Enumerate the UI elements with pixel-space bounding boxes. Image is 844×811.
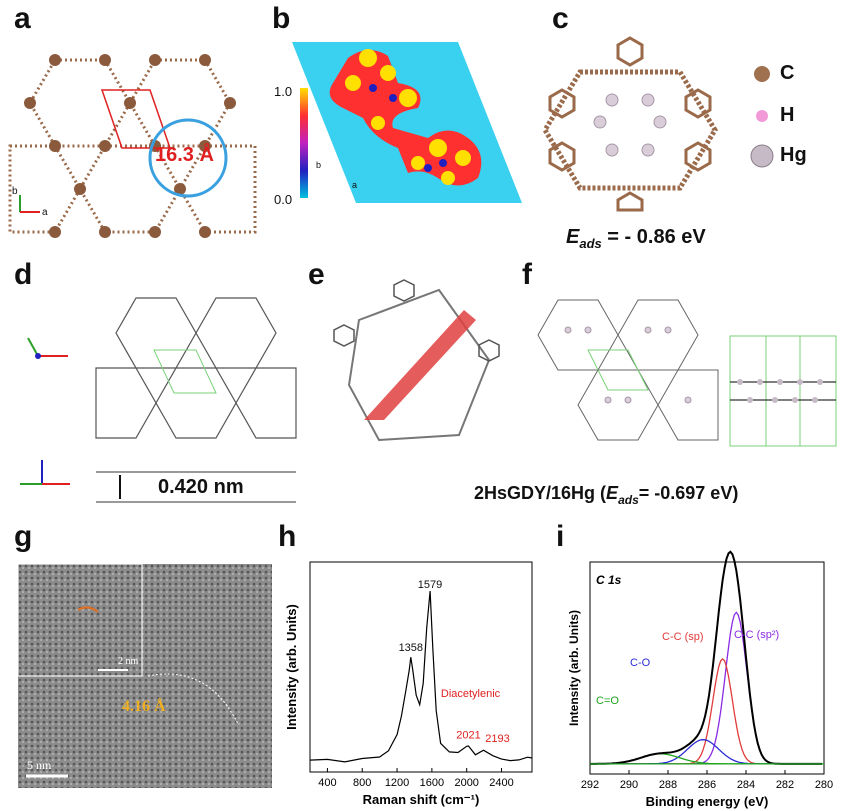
x-tick-label: 1600 <box>420 777 444 789</box>
x-tick-label: 286 <box>698 779 716 791</box>
legend-hg-label: Hg <box>780 144 807 166</box>
panel-label-g: g <box>14 520 33 553</box>
plot-frame <box>309 561 533 773</box>
envelope-curve <box>590 550 823 765</box>
legend-c-atom <box>754 66 770 82</box>
x-tick-label: 282 <box>776 779 794 791</box>
panel-d-structure <box>95 297 297 439</box>
pore-distance-label: 16.3 Å <box>155 144 214 166</box>
corner-benzene-rings <box>548 36 712 212</box>
unit-cell-outline <box>587 349 649 391</box>
pore-circle <box>148 118 228 198</box>
panel-label-a: a <box>14 2 31 35</box>
x-tick-label: 2000 <box>454 777 478 789</box>
lattice-spacing-label: 4.16 Å <box>122 698 166 715</box>
x-tick-label: 288 <box>659 779 677 791</box>
peak-label: 1579 <box>418 579 442 591</box>
panel-e-structure <box>333 279 500 442</box>
axis-label-a: a <box>42 207 48 218</box>
adsorption-energy-f: 2HsGDY/16Hg (Eads= -0.697 eV) <box>474 483 738 508</box>
caption-value: = -0.697 eV) <box>638 483 739 503</box>
panel-a-structure <box>8 54 257 238</box>
panel-label-h: h <box>278 520 297 553</box>
main-scale-label: 5 nm <box>27 758 52 772</box>
plot-frame <box>589 561 825 775</box>
arrow-pointer <box>364 310 476 420</box>
panel-label-d: d <box>14 258 33 291</box>
axis-label-b: b <box>12 186 18 197</box>
panel-label-e: e <box>308 258 325 291</box>
caption-prefix: 2HsGDY/16Hg ( <box>474 483 607 503</box>
energy-value: = - 0.86 eV <box>601 226 706 248</box>
layer-spacing-marker <box>96 471 296 503</box>
x-tick-label: 292 <box>581 779 599 791</box>
hexagonal-ring <box>542 69 718 191</box>
x-tick-label: 800 <box>353 777 371 789</box>
x-tick-label: 400 <box>318 777 336 789</box>
x-axis-label: Raman shift (cm⁻¹) <box>363 792 480 807</box>
panel-f-structure <box>537 299 719 441</box>
annotation-label: Diacetylenic <box>441 688 501 700</box>
chart-title: C 1s <box>596 573 622 587</box>
legend-h-label: H <box>780 104 795 126</box>
density-cell <box>292 42 522 203</box>
series-label: C-O <box>630 657 651 669</box>
x-tick-label: 280 <box>815 779 833 791</box>
unit-cell-outline <box>153 349 217 394</box>
x-tick-label: 290 <box>620 779 638 791</box>
peak-label: 1358 <box>399 642 423 654</box>
energy-symbol: E <box>566 226 580 248</box>
hg-atoms <box>593 93 667 157</box>
legend-h-atom <box>756 110 768 122</box>
x-tick-label: 1200 <box>385 777 409 789</box>
inset-scale-label: 2 nm <box>118 656 139 667</box>
legend-hg-atom <box>750 144 774 168</box>
x-tick-label: 2400 <box>489 777 513 789</box>
energy-symbol: E <box>606 483 619 503</box>
axis-triad-bottom <box>20 460 70 485</box>
panel-label-f: f <box>522 258 532 291</box>
x-axis-label: Binding energy (eV) <box>646 794 769 809</box>
panel-label-b: b <box>272 2 291 35</box>
adsorption-energy-c: Eads = - 0.86 eV <box>566 226 706 253</box>
peak-label: 2021 <box>456 729 480 741</box>
x-tick-label: 284 <box>737 779 755 791</box>
panel-g-tem-image <box>17 563 272 788</box>
panel-label-i: i <box>556 520 565 553</box>
raman-spectrum-line <box>309 590 533 763</box>
layer-spacing-label: 0.420 nm <box>158 476 244 498</box>
panel-c-structure <box>542 36 718 212</box>
y-axis-label: Intensity (arb. Units) <box>567 610 581 726</box>
energy-subscript: ads <box>618 492 639 507</box>
colorbar-max-label: 1.0 <box>274 84 293 99</box>
colorbar <box>300 88 308 198</box>
legend-c-label: C <box>780 62 795 84</box>
axis-triad-top <box>27 337 68 359</box>
axis-label-a: a <box>352 180 358 190</box>
y-axis-label: Intensity (arb. Units) <box>284 604 299 730</box>
series-label: C-C (sp²) <box>734 629 779 641</box>
colorbar-min-label: 0.0 <box>274 192 293 207</box>
series-label: C=O <box>596 695 619 707</box>
axis-label-b: b <box>316 160 322 170</box>
raman-chart: 400 800 1200 1600 2000 2400 1358 1579 2021 2193 Di… <box>284 561 533 807</box>
axis-indicator <box>19 195 40 213</box>
unit-cell-outline <box>100 89 172 149</box>
panel-label-c: c <box>552 2 569 35</box>
energy-subscript: ads <box>579 236 602 251</box>
inset-image <box>17 563 143 677</box>
panel-b-density-map <box>292 42 522 203</box>
density-blobs <box>329 49 482 186</box>
panel-f-side-view <box>729 335 837 447</box>
series-label: C-C (sp) <box>662 631 704 643</box>
xps-chart: 292 290 288 286 284 282 280 C-C (sp²) C-C (sp) C-… <box>567 550 833 809</box>
peak-label: 2193 <box>485 733 509 745</box>
